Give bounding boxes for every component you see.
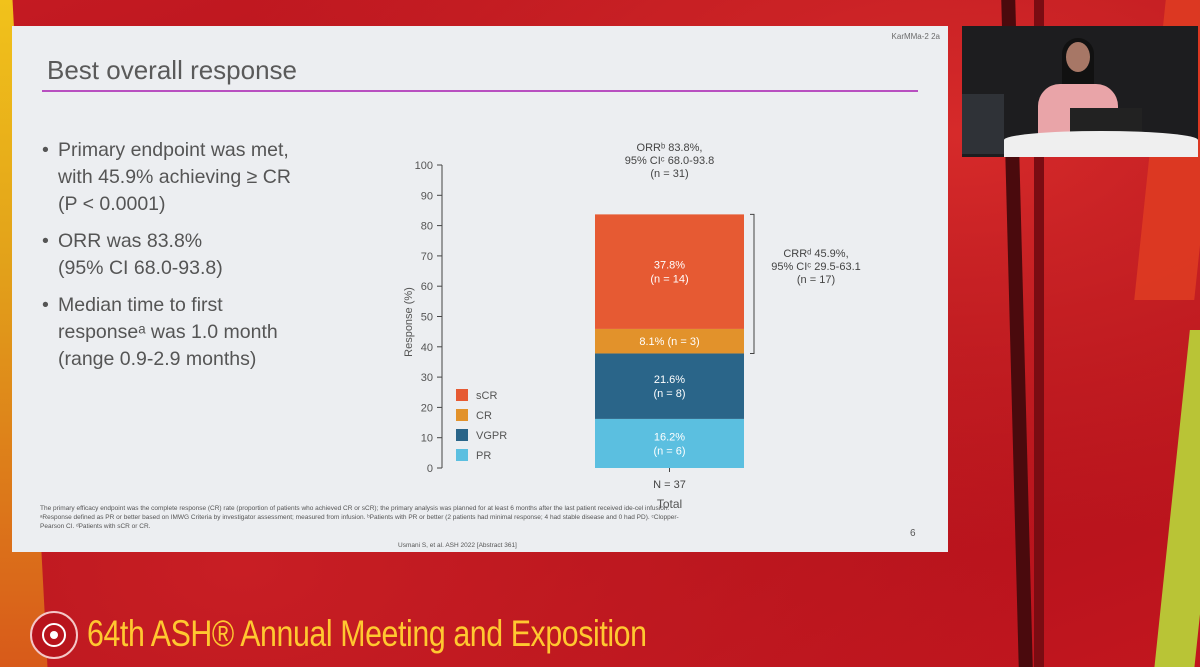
y-tick-label: 60 <box>421 281 433 293</box>
bar-segment-scr <box>595 214 744 329</box>
crr-annotation: CRRᵈ 45.9%, 95% CIᶜ 29.5-63.1 (n = 17) <box>771 248 861 286</box>
bar-segment-vgpr <box>595 353 744 419</box>
bullet-item: • ORR was 83.8% (95% CI 68.0-93.8) <box>42 228 382 282</box>
footnote: The primary efficacy endpoint was the co… <box>40 504 920 531</box>
y-axis-label: Response (%) <box>403 287 415 357</box>
y-tick-label: 0 <box>427 463 433 475</box>
bar-segment-pr <box>595 418 744 468</box>
bar-segment-cr <box>595 328 744 354</box>
data-label-scr: 37.8% (n = 14) <box>650 260 688 286</box>
speaker-head <box>1066 42 1090 72</box>
y-tick-label: 30 <box>421 372 433 384</box>
bullet-text: Median time to first responseᵃ was 1.0 m… <box>58 294 278 370</box>
slide-title: Best overall response <box>47 55 298 85</box>
bullet-dot: • <box>42 294 49 316</box>
page-number: 6 <box>910 528 916 539</box>
legend-label-scr: sCR <box>476 390 497 402</box>
y-tick-label: 50 <box>421 312 433 324</box>
y-tick-label: 100 <box>415 160 433 172</box>
legend-swatch-cr <box>456 409 468 421</box>
bullet-dot: • <box>42 139 49 161</box>
bullet-item: • Primary endpoint was met, with 45.9% a… <box>42 137 382 218</box>
legend-label-pr: PR <box>476 450 491 462</box>
video-monitor <box>962 94 1004 154</box>
video-podium <box>1004 131 1198 157</box>
footnote-line: Pearson CI. ᵈPatients with sCR or CR. <box>40 523 151 530</box>
video-laptop <box>1070 108 1142 132</box>
crr-bracket <box>750 213 755 354</box>
response-chart: 0 10 20 30 40 50 60 70 80 90 100 16.2% (n = 6) 21.6%(… <box>372 126 892 516</box>
title-divider <box>42 90 918 92</box>
orr-annotation: ORRᵇ 83.8%, 95% CIᶜ 68.0-93.8 (n = 31) <box>625 142 715 180</box>
data-label-vgpr: 21.6% (n = 8) <box>653 374 685 400</box>
legend-swatch-vgpr <box>456 429 468 441</box>
footnote-line: ᵃResponse defined as PR or better based … <box>40 514 679 521</box>
y-tick-label: 10 <box>421 433 433 445</box>
n-label: N = 37 <box>653 479 686 491</box>
slide-tag: KarMMa-2 2a <box>891 32 940 41</box>
data-label-pr: 16.2% (n = 6) <box>653 431 685 457</box>
y-tick-label: 40 <box>421 342 433 354</box>
presentation-slide: KarMMa-2 2a Best overall response • Prim… <box>12 26 948 552</box>
bullet-text: Primary endpoint was met, with 45.9% ach… <box>58 139 291 215</box>
y-tick-label: 70 <box>421 251 433 263</box>
meeting-banner: 64th ASH® Annual Meeting and Exposition <box>87 613 647 654</box>
legend-swatch-pr <box>456 449 468 461</box>
y-tick-label: 90 <box>421 190 433 202</box>
bullet-text: ORR was 83.8% (95% CI 68.0-93.8) <box>58 230 223 279</box>
legend-swatch-scr <box>456 389 468 401</box>
x-axis-label: Total <box>657 497 682 511</box>
legend-label-cr: CR <box>476 410 492 422</box>
footnote-line: The primary efficacy endpoint was the co… <box>40 505 670 512</box>
speaker-video <box>962 26 1198 157</box>
bullet-dot: • <box>42 230 49 252</box>
bullet-item: • Median time to first responseᵃ was 1.0… <box>42 292 382 373</box>
chart-canvas: 0 10 20 30 40 50 60 70 80 90 100 16.2% (n = 6) 21.6%(… <box>415 142 861 511</box>
citation: Usmani S, et al. ASH 2022 [Abstract 361] <box>398 542 517 549</box>
y-tick-label: 80 <box>421 221 433 233</box>
ash-logo-icon <box>30 611 78 659</box>
data-label-cr: 8.1% (n = 3) <box>639 336 699 348</box>
legend-label-vgpr: VGPR <box>476 430 507 442</box>
y-tick-label: 20 <box>421 402 433 414</box>
bullet-list: • Primary endpoint was met, with 45.9% a… <box>42 137 382 383</box>
